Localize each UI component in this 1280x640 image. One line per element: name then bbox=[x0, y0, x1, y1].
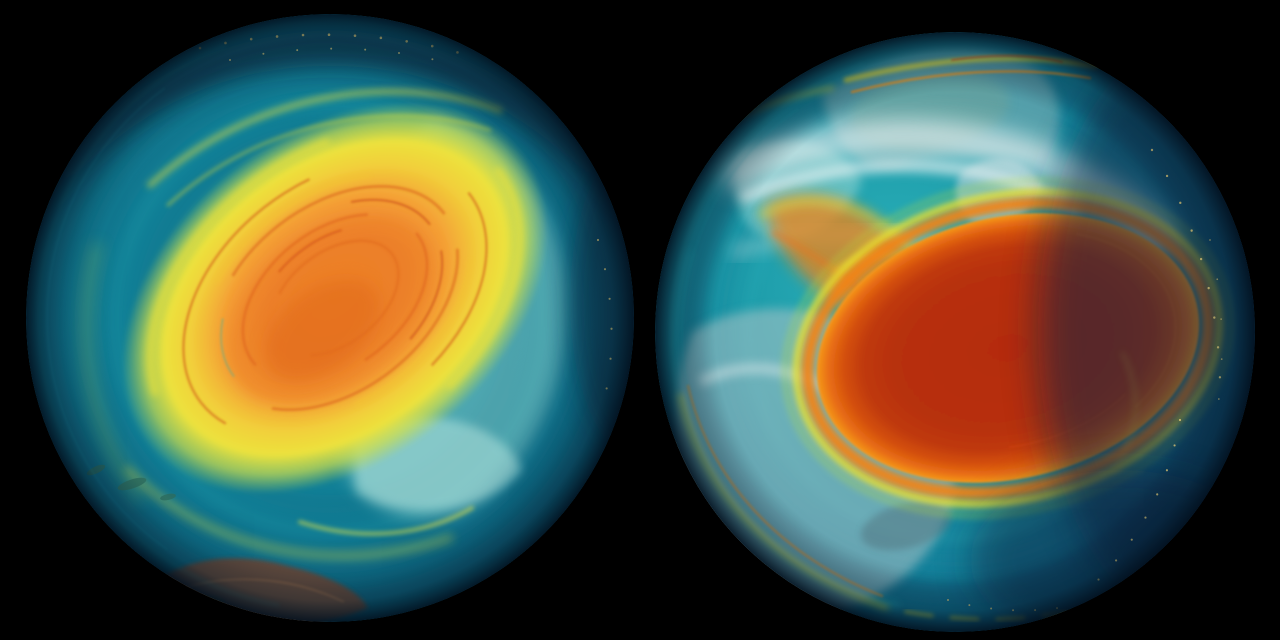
left-globe-limb-shade bbox=[26, 14, 634, 622]
right-globe-limb-shade bbox=[655, 32, 1255, 632]
left-globe bbox=[26, 14, 634, 622]
right-globe bbox=[655, 32, 1255, 632]
